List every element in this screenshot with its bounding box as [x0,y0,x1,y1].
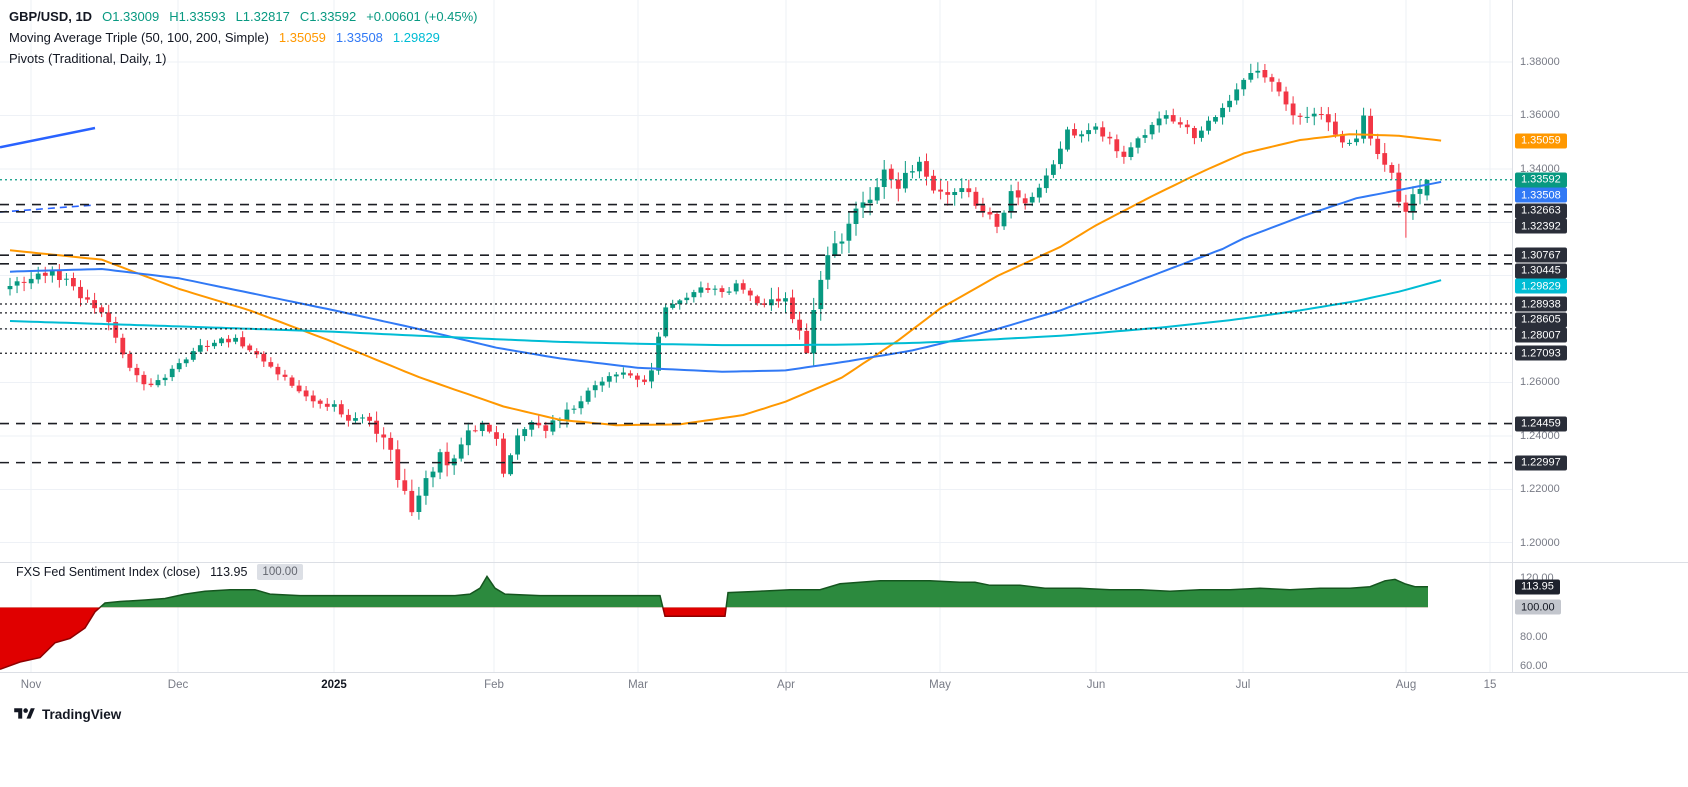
sentiment-scale-label: 80.00 [1520,630,1548,643]
time-axis-label: Mar [628,679,648,691]
tradingview-logo[interactable]: TradingView [14,706,121,722]
pivot-price-label: 1.28938 [1515,296,1567,312]
time-axis-label: Dec [167,679,189,691]
ohlc-change: +0.00601 (+0.45%) [366,9,478,24]
pivot-price-label: 1.27093 [1515,345,1567,361]
chart-legend: GBP/USD, 1D O1.33009 H1.33593 L1.32817 C… [9,6,478,69]
pivot-price-label: 1.28605 [1515,312,1567,327]
price-scale-label: 1.26000 [1520,376,1560,389]
pivot-price-label: 1.22997 [1515,455,1567,471]
ma100-price-label: 1.33508 [1515,187,1567,203]
price-scale-label: 1.36000 [1520,109,1560,122]
last-price-label: 1.33592 [1515,172,1567,188]
pane-separator[interactable] [0,562,1688,563]
ma100-value: 1.33508 [335,30,383,45]
price-scale-label: 1.20000 [1520,536,1560,549]
pivot-price-label: 1.32663 [1515,203,1567,219]
ma50-price-label: 1.35059 [1515,133,1567,149]
time-axis-label: Aug [1395,679,1417,691]
sentiment-scale-label: 60.00 [1520,660,1548,673]
pivot-price-label: 1.30445 [1515,263,1567,279]
time-axis-label: Feb [484,679,504,691]
ohlc-close: C1.33592 [299,9,357,24]
time-scale[interactable]: Nov Dec 2025 Feb Mar Apr May Jun Jul Aug 15 [0,672,1688,699]
ohlc-high: H1.33593 [169,9,226,24]
ma200-value: 1.29829 [392,30,440,45]
price-scale-label: 1.24000 [1520,429,1560,442]
ma-indicator-row: Moving Average Triple (50, 100, 200, Sim… [9,27,478,48]
price-scale-label: 1.34000 [1520,162,1560,175]
sentiment-current-label: 113.95 [1515,579,1560,595]
pivots-indicator-row: Pivots (Traditional, Daily, 1) [9,48,478,69]
pivot-price-label: 1.30767 [1515,247,1567,263]
ohlc-open: O1.33009 [102,9,160,24]
price-scale-label: 1.22000 [1520,483,1560,496]
sentiment-baseline-label: 100.00 [1515,599,1561,615]
price-scale-label: 1.38000 [1520,56,1560,69]
sentiment-current-value: 113.95 [210,565,248,579]
time-axis-label: 15 [1483,679,1497,691]
ma50-value: 1.35059 [278,30,326,45]
sentiment-chart-canvas[interactable] [0,562,1512,672]
tradingview-logo-text: TradingView [42,706,122,722]
sentiment-legend-row: FXS Fed Sentiment Index (close) 113.95 1… [16,564,303,580]
ma200-price-label: 1.29829 [1515,278,1567,294]
ohlc-low: L1.32817 [235,9,290,24]
pivot-price-label: 1.32392 [1515,218,1567,234]
time-axis-label: Apr [777,679,795,691]
sentiment-indicator-title[interactable]: FXS Fed Sentiment Index (close) [16,565,201,579]
pivots-indicator-title[interactable]: Pivots (Traditional, Daily, 1) [9,51,167,66]
pivot-price-label: 1.28007 [1515,327,1567,343]
time-axis-label: Jun [1086,679,1106,691]
sentiment-baseline-value: 100.00 [257,564,303,580]
price-chart-canvas[interactable] [0,0,1512,562]
time-axis-label: Jul [1235,679,1251,691]
time-axis-label: 2025 [321,679,347,691]
symbol-legend-row: GBP/USD, 1D O1.33009 H1.33593 L1.32817 C… [9,6,478,27]
price-scale[interactable]: 1.38000 1.36000 1.34000 1.26000 1.24000 1.220… [1512,0,1688,672]
symbol-title[interactable]: GBP/USD, 1D [9,9,93,24]
time-axis-label: Nov [20,679,42,691]
tradingview-logo-icon [14,706,35,722]
time-axis-label: May [929,679,951,691]
ma-indicator-title[interactable]: Moving Average Triple (50, 100, 200, Sim… [9,30,269,45]
pivot-price-label: 1.24459 [1515,416,1567,432]
